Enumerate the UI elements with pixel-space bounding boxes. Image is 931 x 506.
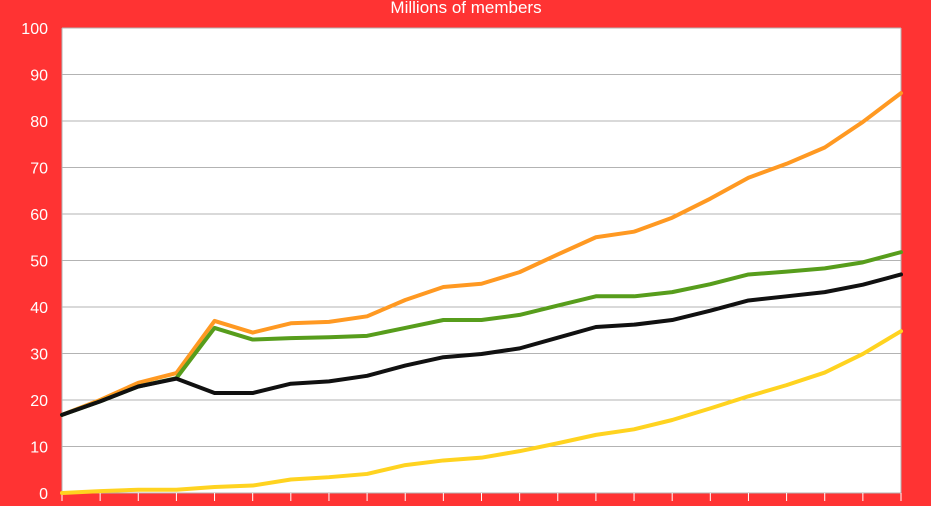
x-axis-ticks (61, 493, 902, 501)
y-axis-tick-labels: 0 10 20 30 40 50 60 70 80 90 100 (21, 21, 48, 503)
y-tick-label-70: 70 (30, 161, 48, 178)
series-line-2 (60, 250, 903, 417)
y-tick-label-60: 60 (30, 207, 48, 224)
y-tick-label-50: 50 (30, 254, 48, 271)
y-tick-label-40: 40 (30, 300, 48, 317)
y-tick-label-80: 80 (30, 114, 48, 131)
series-line-3 (60, 272, 903, 417)
y-tick-label-30: 30 (30, 347, 48, 364)
y-tick-label-100: 100 (21, 21, 48, 38)
y-tick-label-10: 10 (30, 440, 48, 457)
series-line-1 (60, 91, 903, 417)
y-tick-label-90: 90 (30, 68, 48, 85)
chart-title: Millions of members (390, 0, 541, 17)
grid-lines (61, 27, 902, 494)
series-lines (60, 91, 903, 495)
series-line-4 (60, 329, 903, 495)
y-tick-label-20: 20 (30, 393, 48, 410)
y-tick-label-0: 0 (39, 486, 48, 503)
